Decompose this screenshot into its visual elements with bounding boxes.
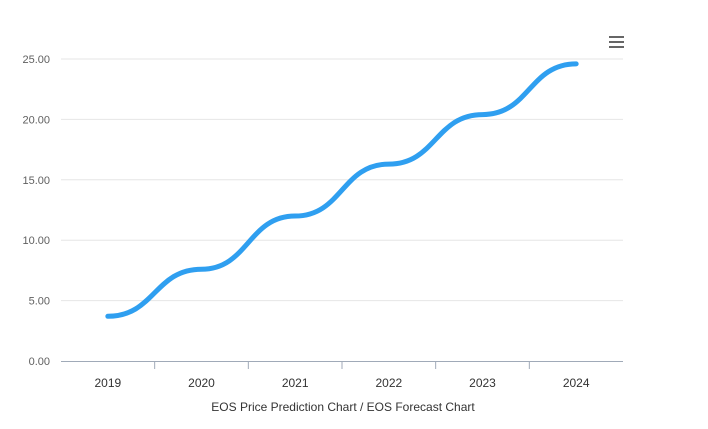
series-line <box>105 61 579 319</box>
y-tick-label: 10.00 <box>22 235 50 247</box>
x-axis-label: EOS Price Prediction Chart / EOS Forecas… <box>211 400 475 414</box>
hamburger-menu-icon <box>609 36 624 38</box>
y-tick-label: 25.00 <box>22 54 50 66</box>
x-tick-label: 2023 <box>469 376 496 390</box>
y-tick-label: 20.00 <box>22 114 50 126</box>
chart-menu-button[interactable] <box>604 32 628 52</box>
series-group <box>105 61 579 319</box>
x-tick-label: 2024 <box>563 376 590 390</box>
y-tick-label: 15.00 <box>22 175 50 187</box>
y-tick-label: 0.00 <box>29 356 50 368</box>
x-axis: 2019 2020 2021 2022 2023 2024 <box>61 361 623 390</box>
hamburger-menu-icon-bar <box>609 41 624 43</box>
hamburger-menu-icon-bar <box>609 46 624 48</box>
x-tick-label: 2020 <box>188 376 215 390</box>
x-tick-label: 2022 <box>375 376 402 390</box>
y-axis-ticks: 0.00 5.00 10.00 15.00 20.00 25.00 <box>22 54 50 368</box>
y-tick-label: 5.00 <box>29 296 50 308</box>
x-tick-label: 2021 <box>282 376 309 390</box>
x-tick-label: 2019 <box>94 376 121 390</box>
grid-lines <box>61 58 623 302</box>
